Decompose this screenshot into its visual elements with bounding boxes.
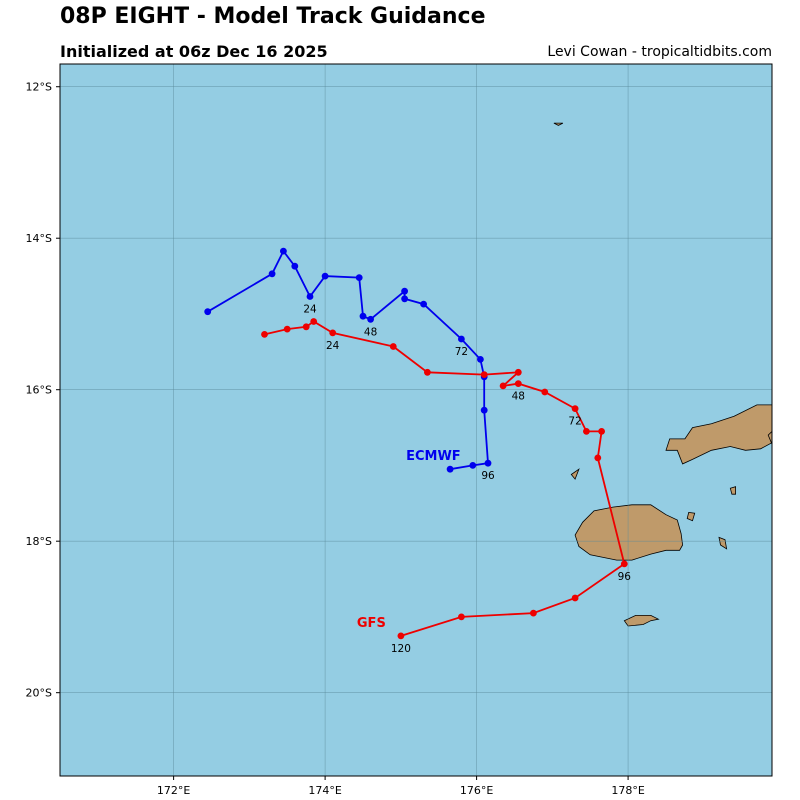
- ecmwf-track-point: [469, 462, 477, 469]
- ecmwf-track-point: [401, 295, 408, 303]
- graticule: [60, 64, 772, 776]
- gfs-track-point: [541, 388, 549, 396]
- ecmwf-track-point: [280, 247, 287, 255]
- gfs-track-point: [598, 428, 605, 435]
- gfs-track-point: [310, 318, 318, 325]
- ecmwf-track-point: [359, 312, 367, 320]
- ecmwf-track-point: [268, 270, 276, 278]
- gfs-track-point: [499, 382, 507, 390]
- track-layer: 24 48 72 96 ECMWF 24 48 72 96 120 GFS: [204, 247, 631, 655]
- gfs-track-point: [571, 405, 579, 412]
- island-viti-levu: [574, 504, 684, 561]
- gfs-model-label: GFS: [357, 616, 386, 631]
- gfs-track-point: [583, 428, 590, 435]
- gfs-forecast-hour-label: 96: [618, 571, 632, 583]
- gfs-track-point: [480, 371, 488, 378]
- island-gau: [718, 536, 728, 550]
- gfs-track-point: [514, 380, 522, 387]
- gfs-track-point: [594, 454, 602, 462]
- ecmwf-model-label: ECMWF: [406, 449, 461, 464]
- island-ovalau: [686, 511, 696, 522]
- ocean-background: [60, 64, 772, 776]
- ecmwf-track-point: [401, 287, 408, 295]
- ecmwf-track-point: [321, 272, 329, 280]
- land-layer: [553, 122, 772, 627]
- ecmwf-track-point: [355, 274, 363, 281]
- chart-title: 08P EIGHT - Model Track Guidance: [60, 4, 486, 29]
- ecmwf-track-point: [306, 293, 314, 300]
- gfs-track-point: [458, 613, 465, 621]
- plot-frame: [59, 63, 773, 777]
- gfs-forecast-hour-label: 120: [391, 643, 411, 655]
- gfs-track-point: [620, 560, 628, 568]
- ecmwf-forecast-hour-label: 72: [455, 346, 468, 358]
- island-rotuma: [553, 122, 564, 126]
- gfs-track-point: [514, 368, 522, 376]
- island-kadavu: [623, 615, 660, 627]
- lon-tick-label: 176°E: [460, 784, 493, 797]
- ecmwf-forecast-hour-label: 96: [481, 470, 495, 482]
- lat-tick-label: 20°S: [26, 687, 52, 700]
- ecmwf-track: 24 48 72 96 ECMWF: [204, 247, 495, 482]
- ecmwf-track-point: [477, 356, 484, 363]
- island-vanua-levu: [665, 404, 772, 465]
- lon-tick-label: 178°E: [611, 784, 644, 797]
- lon-tick-label: 172°E: [157, 784, 190, 797]
- gfs-track-point: [424, 368, 431, 376]
- init-time-subtitle: Initialized at 06z Dec 16 2025: [60, 42, 328, 61]
- lat-tick-label: 14°S: [26, 232, 52, 245]
- lat-tick-label: 12°S: [26, 81, 52, 94]
- gfs-track-point: [261, 331, 268, 338]
- ecmwf-track-point: [367, 315, 374, 323]
- gfs-track-point: [302, 323, 310, 331]
- ecmwf-forecast-hour-label: 24: [303, 304, 317, 316]
- lon-tick-label: 174°E: [308, 784, 341, 797]
- gfs-track-point: [283, 325, 291, 333]
- island-yasawa: [570, 468, 580, 480]
- island-koro: [729, 486, 736, 495]
- ecmwf-track-point: [458, 335, 465, 343]
- ecmwf-track-point: [204, 308, 212, 316]
- lat-tick-label: 16°S: [26, 384, 52, 397]
- axis-ticks: 172°E 174°E 176°E 178°E 12°S 14°S 16°S 18°S 20°S: [26, 81, 645, 797]
- ecmwf-track-point: [484, 459, 492, 467]
- gfs-forecast-hour-label: 72: [568, 416, 581, 428]
- ecmwf-track-point: [291, 262, 299, 270]
- gfs-track-point: [329, 329, 337, 337]
- gfs-forecast-hour-label: 24: [326, 340, 340, 352]
- ecmwf-track-point: [480, 406, 488, 414]
- gfs-track-point: [571, 594, 579, 602]
- island-taveuni: [767, 430, 772, 445]
- ecmwf-track-point: [446, 465, 454, 473]
- lat-tick-label: 18°S: [26, 535, 52, 548]
- gfs-forecast-hour-label: 48: [512, 391, 525, 403]
- gfs-track: 24 48 72 96 120 GFS: [261, 318, 631, 655]
- source-credit: Levi Cowan - tropicaltidbits.com: [547, 44, 772, 60]
- ecmwf-forecast-hour-label: 48: [364, 326, 377, 338]
- gfs-track-point: [530, 609, 537, 617]
- gfs-track-point: [397, 632, 405, 640]
- gfs-track-point: [389, 343, 397, 350]
- ecmwf-track-point: [420, 300, 427, 308]
